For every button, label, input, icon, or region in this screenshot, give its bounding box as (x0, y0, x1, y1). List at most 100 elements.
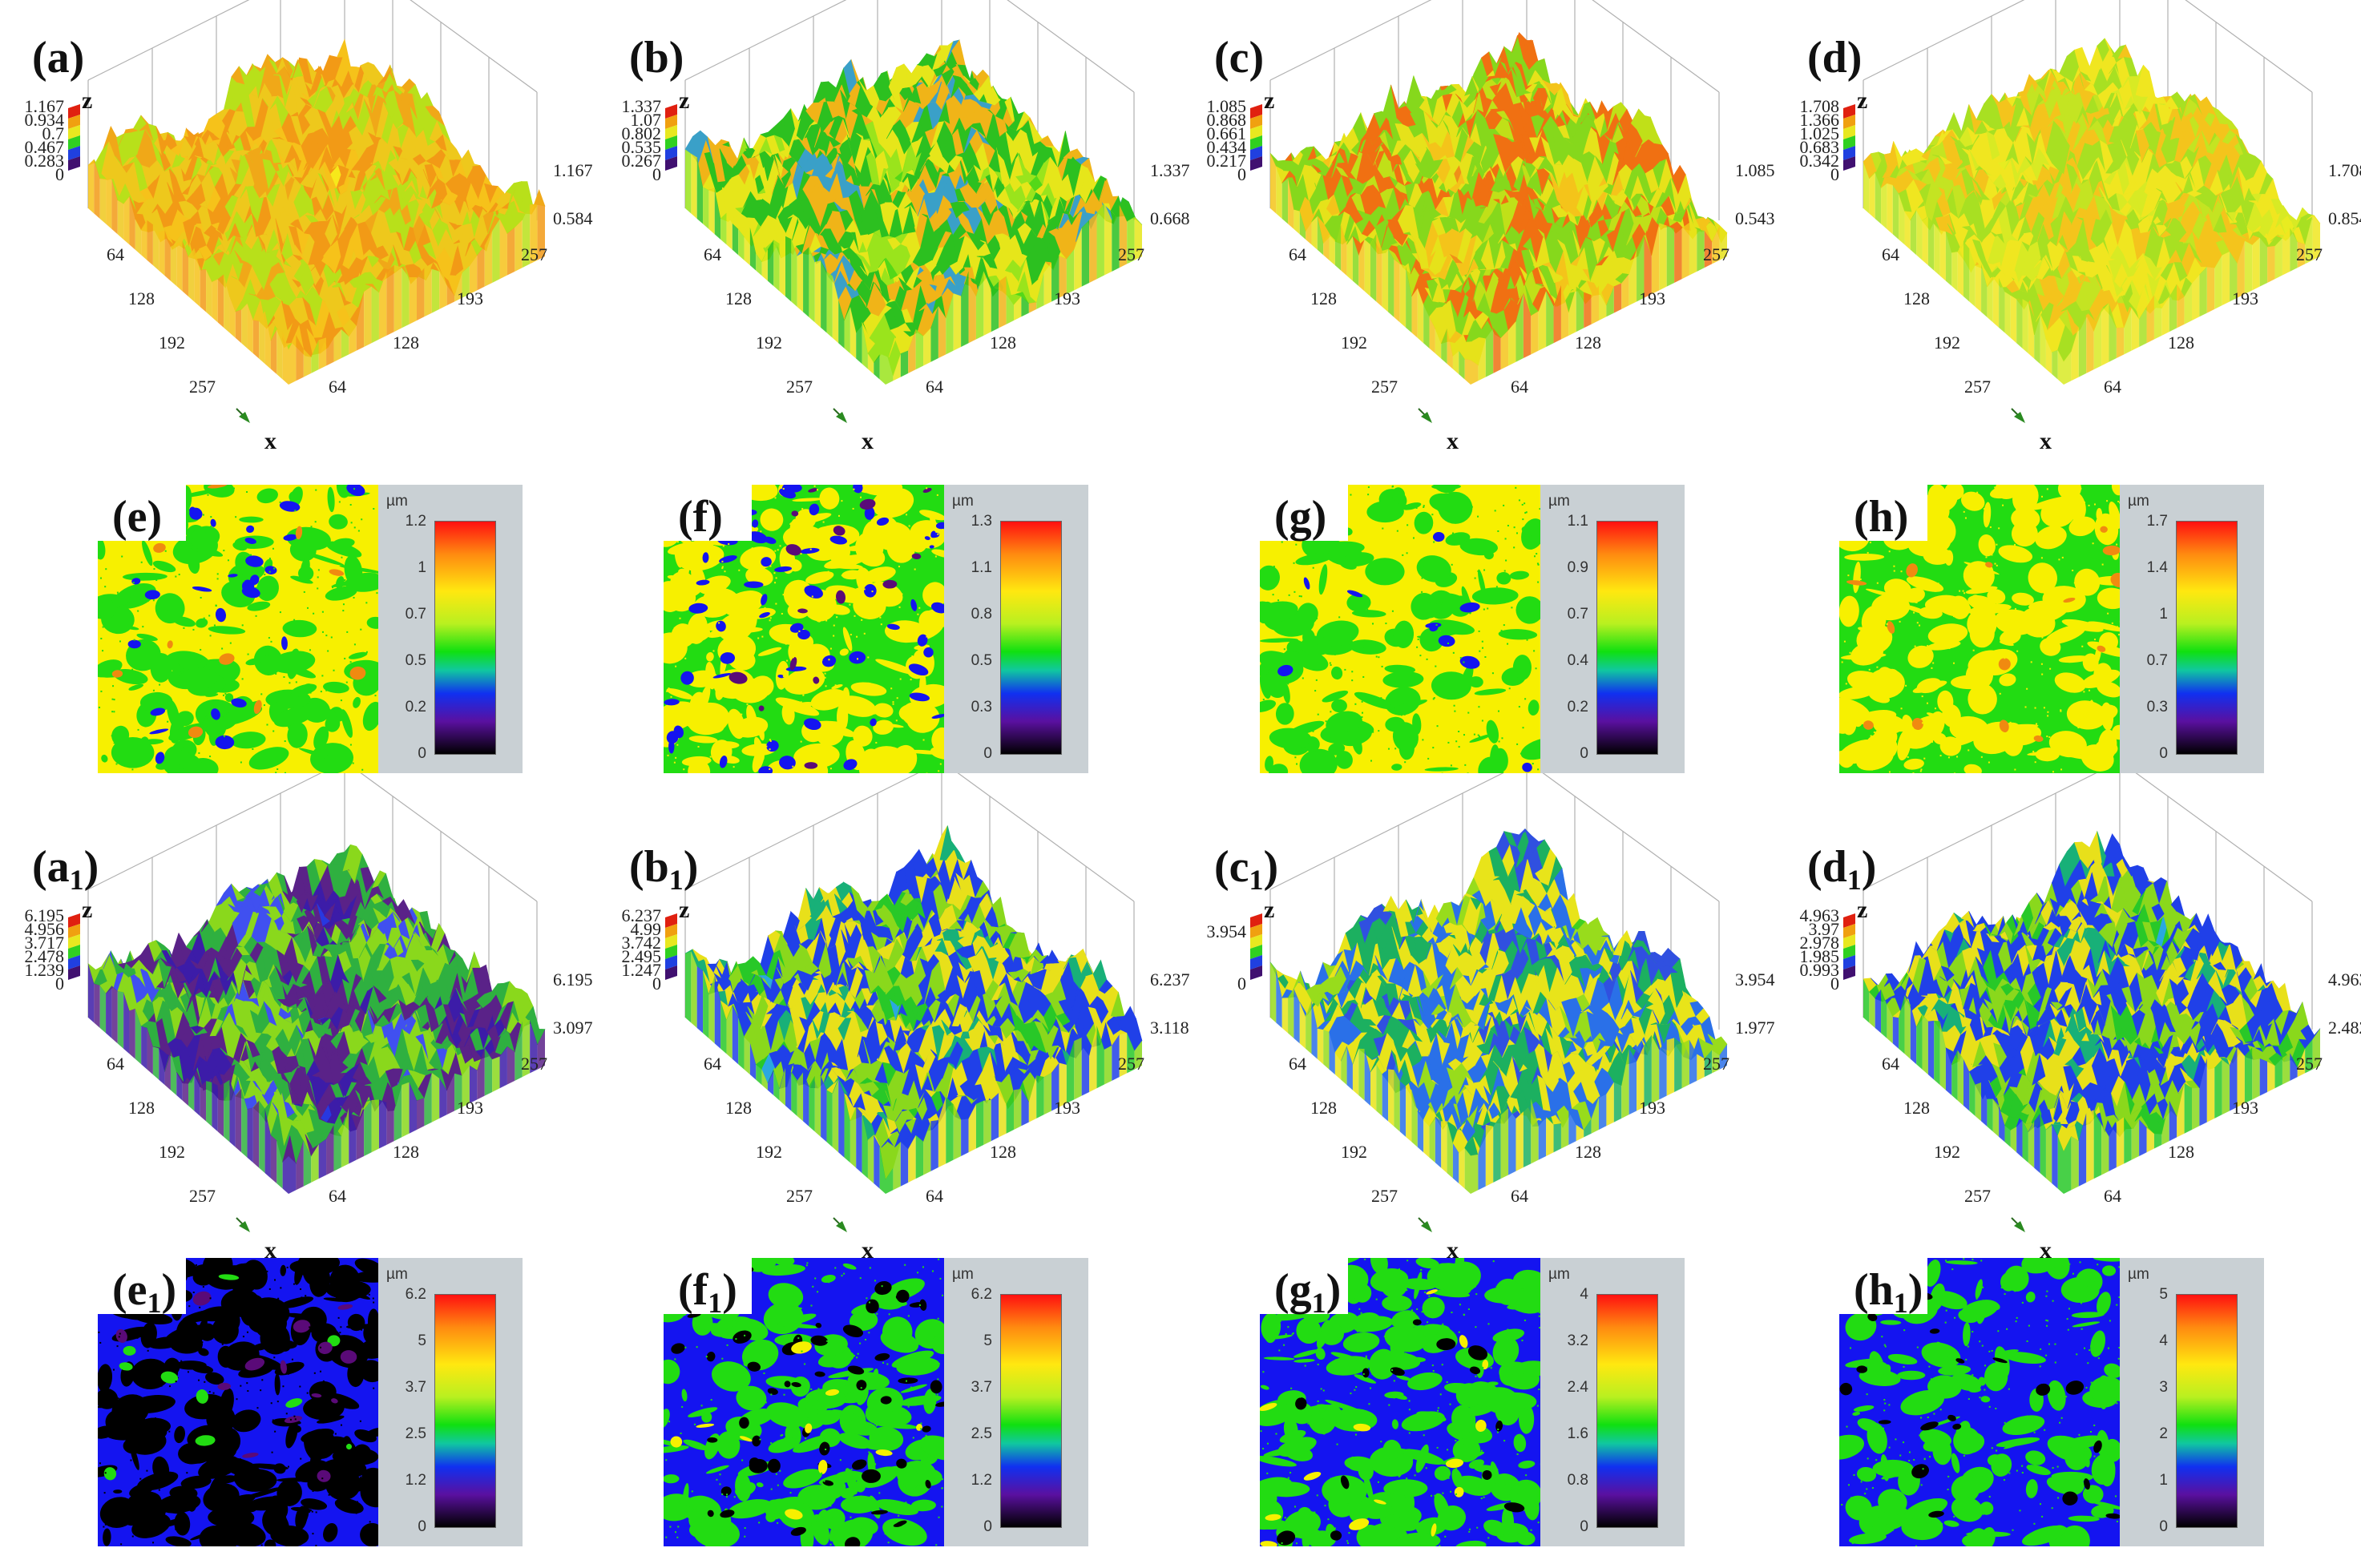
colorbar-tick-label: 1.6 (1567, 1425, 1588, 1442)
y-tick-label: 128 (1575, 333, 1601, 353)
y-tick-label: 257 (1118, 1054, 1144, 1074)
panel-label-text: (a) (32, 33, 85, 83)
height-map-image (1839, 485, 2120, 773)
colorbar-tick-label: 0 (2159, 1518, 2168, 1535)
colorbar-tick-label: 0.5 (405, 652, 426, 669)
x-tick-label: 192 (1341, 1142, 1367, 1162)
colorbar-tick-label: 0.4 (1567, 652, 1588, 669)
y-tick-label: 64 (329, 377, 346, 397)
x-axis-label: x (264, 428, 276, 454)
y-tick-label: 64 (2104, 377, 2121, 397)
x-axis-label: x (862, 1237, 874, 1264)
right-tick-label: 0.584 (553, 208, 593, 228)
y-tick-label: 193 (1054, 288, 1080, 308)
surface-plot-7: 3.954 0 z 3.954 1.977 257 193 128 64 64 128 192 257 x… (1206, 760, 1775, 1266)
height-map-image (1260, 485, 1540, 773)
x-tick-label: 192 (159, 333, 185, 353)
colorbar-tick-label: 1.2 (971, 1472, 992, 1489)
y-tick-label: 193 (2232, 288, 2258, 308)
colorbar-tick-label: 1.4 (2146, 559, 2168, 576)
panel-label-text: (a (32, 842, 70, 892)
colorbar-tick-label: 0 (1580, 1518, 1588, 1535)
colorbar-tick-label: 0 (983, 745, 992, 762)
z-tick-label: 3.742 (622, 933, 662, 953)
x-tick-label: 64 (1289, 1054, 1306, 1074)
panel-label-paren: ) (1263, 842, 1279, 892)
x-axis-arrow (833, 408, 847, 423)
colorbar-tick-label: 2.4 (1567, 1379, 1588, 1396)
panel-label-subscript: 1 (668, 864, 684, 896)
colorbar-tick-label: 0 (983, 1518, 992, 1535)
colorbar-tick-label: 2.5 (971, 1425, 992, 1442)
panel-label-subscript: 1 (69, 864, 84, 896)
panel-label-text: (b) (629, 33, 684, 83)
z-tick-label: 6.237 (622, 905, 662, 925)
panel-label-subscript: 1 (1893, 1287, 1908, 1319)
x-axis-arrow (2011, 408, 2025, 423)
colorbar-tick-label: 0 (418, 1518, 426, 1535)
surface-edge (88, 159, 545, 385)
panel-label: (f) (678, 494, 723, 539)
z-tick-label: 1.025 (1800, 123, 1840, 143)
z-color-legend (1250, 104, 1262, 171)
colorbar-unit: µm (952, 1266, 974, 1283)
colorbar-unit: µm (952, 493, 974, 510)
panel-label: (f1) (678, 1268, 737, 1317)
z-axis-label: z (679, 897, 689, 923)
x-tick-label: 257 (189, 377, 216, 397)
colorbar-gradient (2176, 1294, 2238, 1528)
x-tick-label: 128 (128, 288, 155, 308)
x-tick-label: 257 (1371, 377, 1398, 397)
surface-plot-svg: 4.9633.972.9781.9850.9930z4.9632.4822571… (1800, 760, 2361, 1264)
x-tick-label: 128 (1903, 1098, 1930, 1118)
z-tick-label: 0.661 (1207, 123, 1247, 143)
surface-mesh (684, 39, 1143, 377)
y-tick-label: 193 (457, 1098, 483, 1118)
height-map-panel-7: µm 4 3.2 2.4 1.6 0.8 0 (g1) (1260, 1258, 1709, 1554)
surface-plot-4: 1.7081.3661.0250.6830.3420z1.7080.854257… (1799, 0, 2361, 457)
colorbar-tick-label: 1.2 (405, 1472, 426, 1489)
x-tick-label: 257 (189, 1186, 216, 1206)
x-tick-label: 64 (1882, 1054, 1899, 1074)
surface-edge (88, 963, 545, 1194)
z-tick-label: 0 (1830, 164, 1839, 184)
panel-label: (b) (629, 35, 684, 80)
z-axis-label: z (1264, 897, 1274, 923)
colorbar-panel: µm 1.1 0.9 0.7 0.4 0.2 0 (1540, 485, 1685, 773)
z-tick-label: 2.478 (25, 946, 65, 966)
surface-mesh (1863, 830, 2321, 1152)
z-tick-label: 0.467 (25, 137, 65, 157)
panel-label: (b1) (629, 844, 698, 894)
x-axis-label: x (1447, 1237, 1459, 1264)
colorbar-unit: µm (2128, 1266, 2149, 1283)
y-tick-label: 257 (1118, 244, 1144, 264)
surface-mesh (1269, 31, 1728, 366)
panel-label-paren: ) (722, 1265, 737, 1315)
colorbar-unit: µm (1548, 1266, 1570, 1283)
panel-label-text: (e (112, 1265, 147, 1315)
z-tick-label: 0.934 (25, 110, 65, 130)
height-map-panel-5: µm 6.2 5 3.7 2.5 1.2 0 (e1) (98, 1258, 547, 1554)
x-axis-arrow (833, 1217, 847, 1232)
height-map-pixels (1260, 1258, 1540, 1546)
surface-plot-svg: 6.2374.993.7422.4951.2470z6.2373.1182571… (622, 760, 1190, 1264)
panel-label-paren: ) (1861, 842, 1877, 892)
z-tick-label: 2.978 (1800, 933, 1840, 953)
colorbar-tick-label: 5 (418, 1332, 426, 1349)
panel-label-text: (c (1214, 842, 1249, 892)
x-tick-label: 64 (107, 244, 124, 264)
colorbar-tick-label: 0.2 (405, 699, 426, 715)
panel-label-text: (g (1274, 1265, 1312, 1315)
surface-mesh (1269, 828, 1728, 1156)
surface-plot-svg: 1.3371.070.8020.5350.2670z1.3370.6682571… (622, 0, 1190, 454)
z-tick-label: 6.195 (25, 905, 65, 925)
colorbar-unit: µm (386, 493, 408, 510)
x-tick-label: 257 (786, 377, 813, 397)
height-map-pixels (98, 1258, 378, 1546)
surface-edge (1863, 978, 2320, 1194)
surface-edge (1270, 961, 1727, 1194)
z-tick-label: 0.993 (1800, 960, 1840, 980)
z-tick-label: 2.495 (622, 946, 662, 966)
x-tick-label: 64 (1882, 244, 1899, 264)
colorbar-tick-label: 4 (2159, 1332, 2168, 1349)
